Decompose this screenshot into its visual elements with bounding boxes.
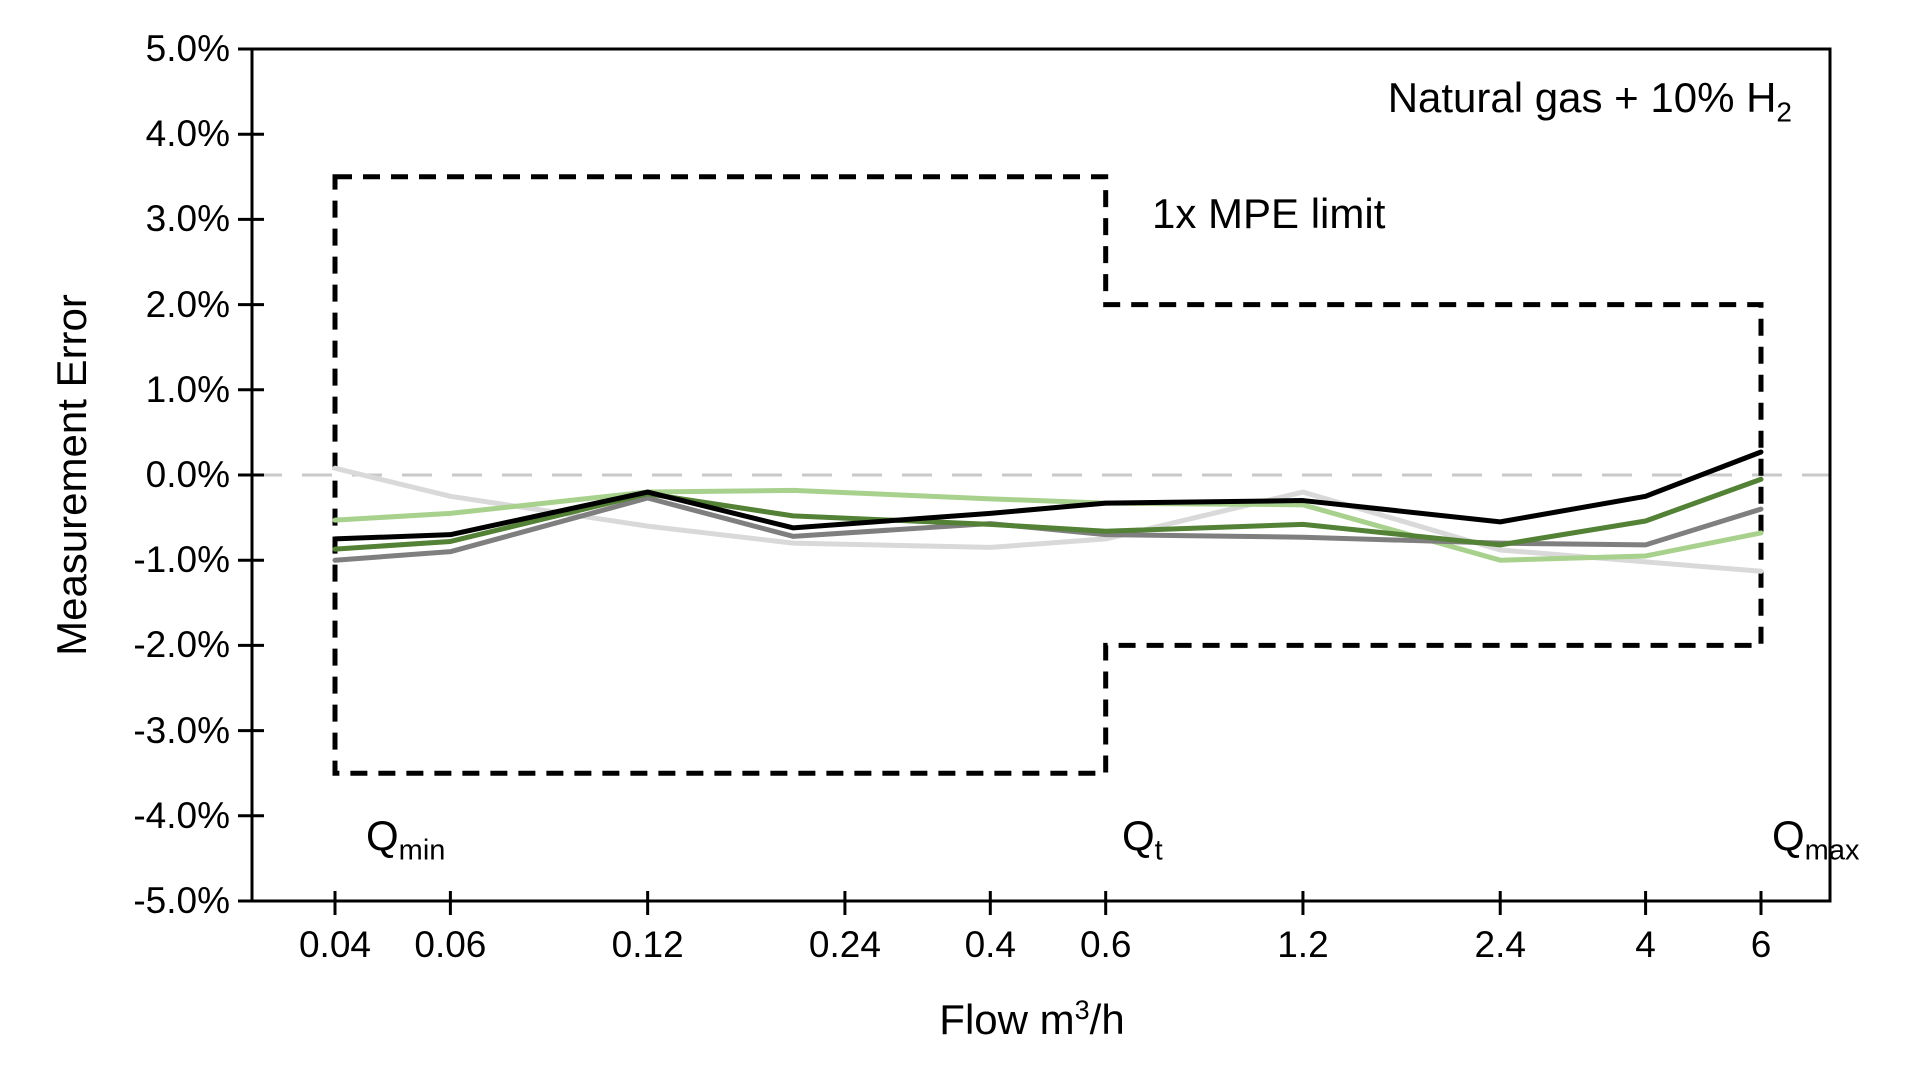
y-tick-label: -3.0%: [133, 709, 230, 751]
x-axis-title-pre: Flow m: [939, 996, 1075, 1043]
x-tick-label: 4: [1635, 924, 1656, 965]
qt-sub: t: [1154, 834, 1163, 867]
x-tick-label: 6: [1750, 924, 1772, 965]
x-axis-title-sup: 3: [1074, 995, 1090, 1025]
mpe-limit-annotation: 1x MPE limit: [1152, 190, 1386, 237]
x-tick-label: 1.2: [1277, 924, 1329, 965]
qmin-base: Q: [366, 812, 399, 859]
x-tick-label: 0.24: [808, 924, 881, 965]
gas-mixture-annotation: Natural gas + 10% H2: [1388, 74, 1792, 128]
x-tick-label: 0.04: [298, 924, 371, 965]
qmax-base: Q: [1772, 812, 1805, 859]
y-tick-label: -5.0%: [133, 880, 230, 921]
qt-base: Q: [1122, 812, 1155, 859]
gas-mixture-sub: 2: [1776, 96, 1792, 128]
qmax-marker-label: Qmax: [1772, 812, 1859, 867]
x-axis-title-post: /h: [1089, 996, 1125, 1043]
x-tick-label: 2.4: [1474, 924, 1526, 965]
y-tick-label: -1.0%: [133, 539, 230, 581]
y-tick-label: 2.0%: [145, 283, 230, 325]
x-tick-label: 0.06: [414, 924, 487, 965]
y-tick-label: -2.0%: [133, 624, 230, 666]
y-tick-label: 5.0%: [145, 28, 230, 69]
series-line-light-green-meter: [332, 487, 1764, 563]
y-tick-label: 0.0%: [145, 454, 230, 495]
x-tick-label: 0.4: [964, 924, 1017, 965]
qt-marker-label: Qt: [1122, 812, 1163, 867]
mpe-envelope-outline: [332, 174, 1764, 776]
x-tick-label: 0.6: [1079, 924, 1132, 965]
y-tick-label: 1.0%: [145, 368, 230, 410]
y-tick-label: 4.0%: [145, 113, 230, 155]
qmin-sub: min: [398, 834, 446, 867]
x-axis-title: Flow m3/h: [939, 995, 1124, 1044]
series-line-dark-green-meter: [332, 476, 1764, 552]
qmax-sub: max: [1804, 834, 1860, 867]
gas-mixture-text: Natural gas + 10% H: [1387, 74, 1777, 121]
series-line-black-meter: [332, 449, 1764, 542]
qmin-marker-label: Qmin: [366, 812, 445, 867]
y-tick-label: 3.0%: [145, 198, 230, 240]
y-tick-label: -4.0%: [133, 794, 230, 836]
x-tick-label: 0.12: [611, 924, 684, 965]
